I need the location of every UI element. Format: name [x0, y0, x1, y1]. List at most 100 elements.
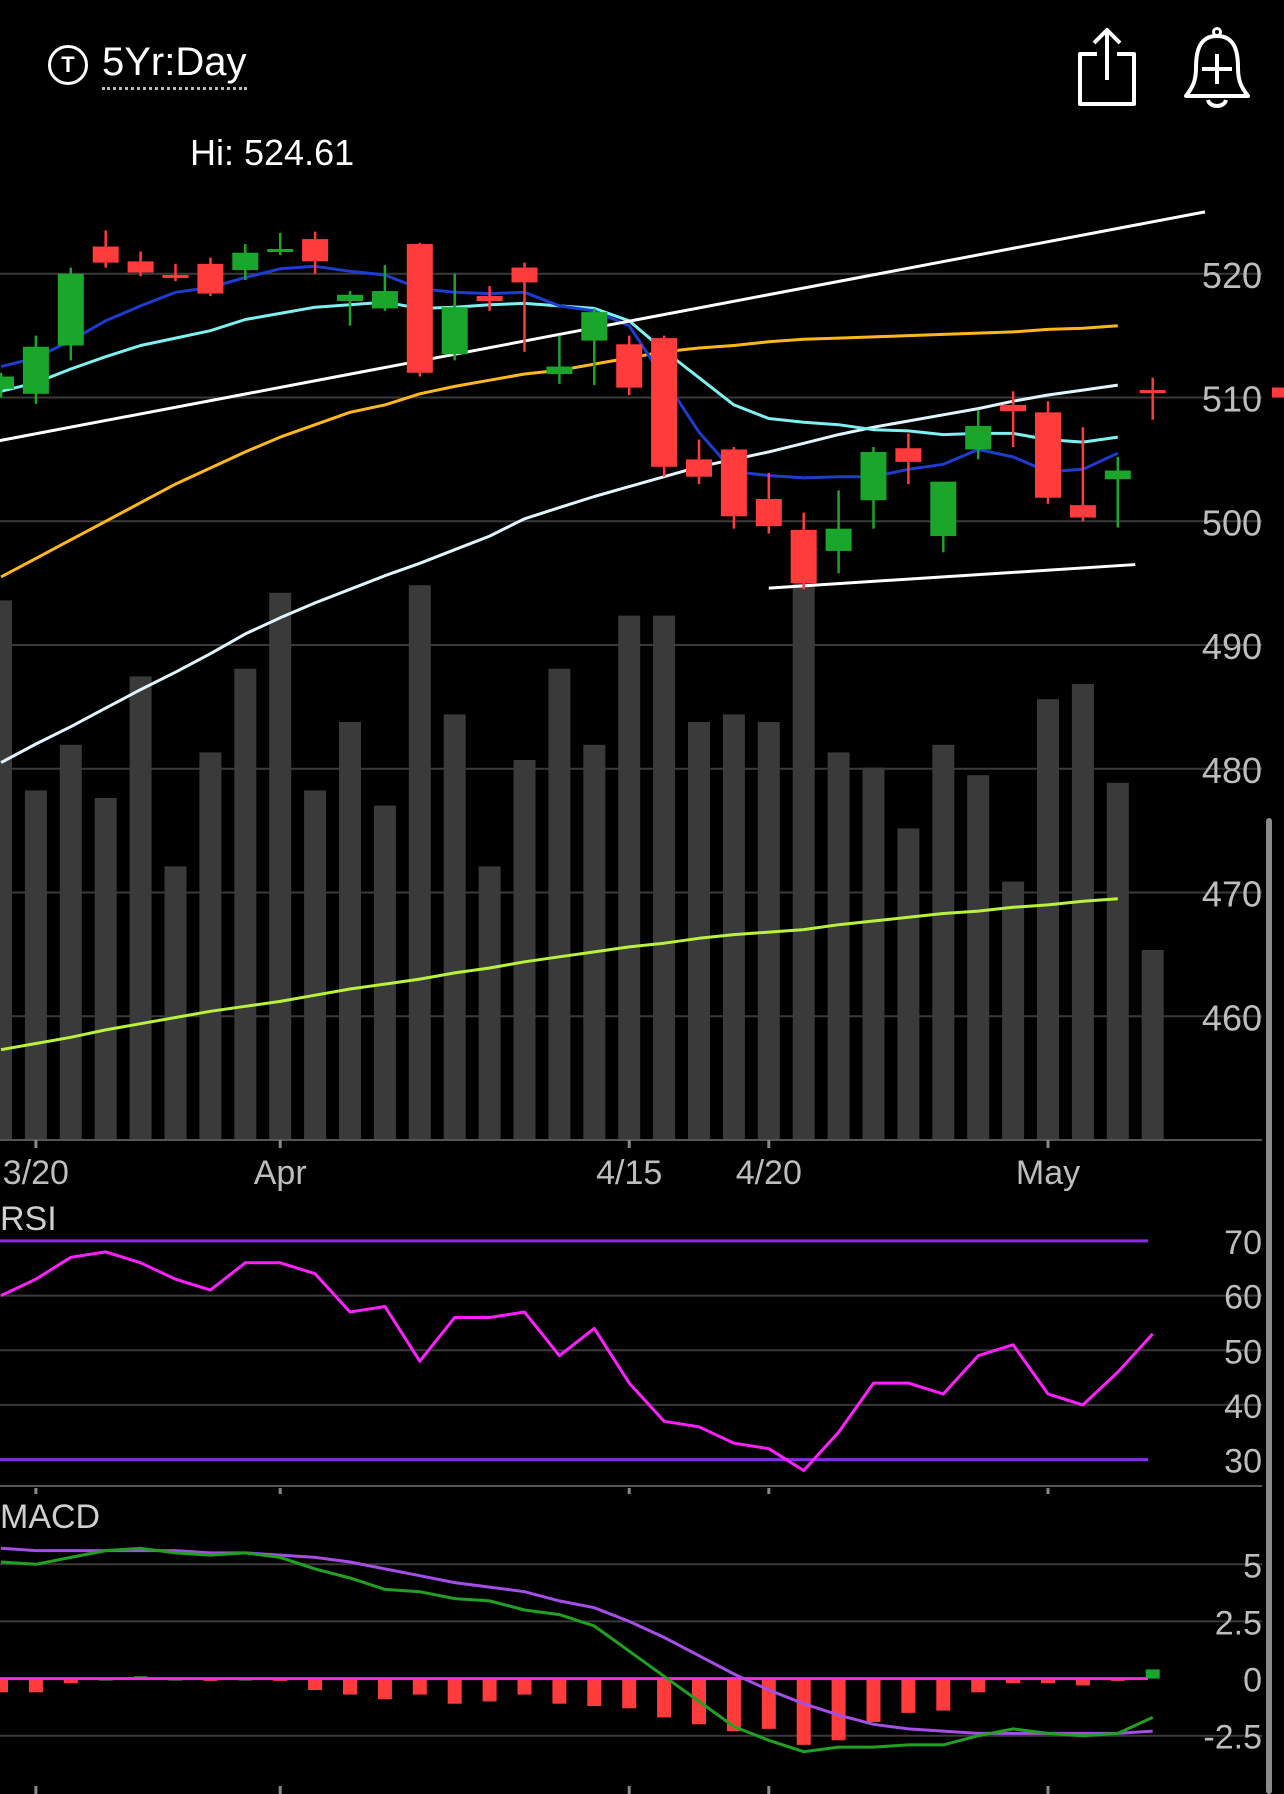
macd-histogram-bar	[1075, 1678, 1090, 1686]
volume-bar	[1037, 699, 1059, 1140]
rsi-tick-label: 60	[1224, 1279, 1262, 1317]
candle-up	[232, 252, 259, 271]
macd-histogram-bar	[377, 1678, 392, 1700]
macd-histogram-bar	[587, 1678, 602, 1706]
candle-down	[197, 263, 224, 294]
macd-histogram-bar	[0, 1678, 8, 1693]
price-tick-label: 500	[1202, 502, 1262, 543]
macd-histogram-bar	[726, 1678, 741, 1732]
candle-down	[686, 459, 712, 477]
price-tick-label: 490	[1202, 626, 1262, 667]
candle-up	[860, 451, 887, 501]
candle-up	[546, 366, 573, 374]
candle-down	[302, 239, 329, 262]
volume-bar	[792, 554, 815, 1140]
volume-bar	[269, 592, 292, 1140]
price-tick-label: 470	[1202, 874, 1262, 915]
x-tick-label: 4/20	[736, 1154, 802, 1192]
scrollbar-thumb[interactable]	[1266, 818, 1272, 1794]
volume-bar	[408, 585, 431, 1140]
macd-histogram-bar	[796, 1678, 811, 1745]
macd-histogram-bar	[1006, 1678, 1021, 1684]
macd-histogram-bar	[901, 1678, 916, 1713]
volume-bar	[59, 744, 82, 1140]
macd-title: MACD	[0, 1498, 100, 1536]
candle-down	[162, 274, 189, 278]
rsi-title: RSI	[0, 1200, 57, 1238]
macd-histogram-bar	[308, 1678, 323, 1690]
last-price-marker	[1272, 387, 1284, 398]
ma-green-line	[0, 897, 1118, 1052]
alert-button[interactable]	[1182, 26, 1252, 110]
macd-histogram-bar	[412, 1678, 427, 1695]
macd-histogram-bar	[28, 1678, 43, 1693]
candle-down	[1000, 404, 1027, 412]
volume-bar	[1141, 950, 1164, 1140]
volume-bar	[234, 668, 257, 1140]
candle-up	[1104, 470, 1131, 480]
share-button[interactable]	[1072, 26, 1142, 110]
volume-bar	[722, 714, 745, 1140]
macd-line	[0, 1546, 1154, 1754]
volume-bar	[1071, 684, 1094, 1140]
volume-bar	[478, 866, 501, 1140]
macd-signal-line	[0, 1546, 1153, 1735]
volume-bar	[653, 615, 676, 1140]
price-tick-label: 520	[1202, 255, 1262, 296]
rsi-tick-label: 50	[1224, 1333, 1262, 1371]
volume-bar	[513, 760, 536, 1140]
volume-bar	[199, 752, 222, 1140]
volume-bar	[583, 744, 606, 1140]
macd-histogram-bar	[971, 1678, 986, 1693]
timeframe-icon: T	[48, 45, 88, 85]
rsi-tick-label: 30	[1224, 1443, 1262, 1481]
macd-histogram-bar	[63, 1678, 78, 1684]
macd-tick-label: 5	[1243, 1547, 1262, 1585]
volume-bar	[339, 722, 361, 1140]
candle-down	[895, 448, 922, 462]
macd-histogram-bar	[1145, 1669, 1160, 1679]
x-tick-label: May	[1016, 1154, 1080, 1192]
price-tick-label: 510	[1202, 379, 1262, 420]
candle-down	[790, 529, 817, 584]
volume-bar	[618, 615, 641, 1140]
rsi-tick-label: 70	[1224, 1224, 1262, 1262]
volume-bar	[827, 752, 850, 1140]
candle-up	[965, 425, 992, 450]
candle-up	[441, 307, 468, 355]
range-selector[interactable]: T 5Yr:Day	[48, 40, 247, 90]
candle-up	[57, 273, 84, 346]
macd-histogram-bar	[657, 1678, 672, 1718]
macd-tick-label: -2.5	[1203, 1719, 1262, 1757]
volume-bar	[129, 676, 152, 1140]
candle-down	[1069, 505, 1096, 518]
candle-up	[0, 376, 14, 389]
chart-header: T 5Yr:Day Hi: 524.61	[0, 0, 1284, 173]
candle-down	[755, 498, 782, 527]
rsi-line	[0, 1250, 1154, 1472]
candle-down	[406, 244, 433, 373]
candle-down	[92, 246, 119, 263]
macd-histogram-bar	[831, 1678, 846, 1741]
ma-white-line	[0, 383, 1119, 764]
candle-down	[476, 296, 503, 301]
volume-bar	[24, 790, 47, 1140]
macd-histogram-bar	[1041, 1678, 1055, 1684]
volume-bar	[897, 828, 920, 1140]
candle-down	[1139, 390, 1166, 394]
volume-bar	[548, 668, 571, 1140]
macd-histogram-bar	[343, 1678, 357, 1695]
candle-up	[267, 249, 294, 252]
x-tick-label: 4/15	[596, 1154, 662, 1192]
price-tick-label: 480	[1202, 750, 1262, 791]
volume-bar	[0, 600, 12, 1140]
candle-up	[581, 312, 608, 341]
x-tick-label: Apr	[254, 1154, 307, 1192]
share-icon	[1078, 28, 1136, 106]
macd-histogram-bar	[866, 1678, 881, 1722]
candle-down	[720, 449, 747, 517]
price-tick-label: 460	[1202, 997, 1262, 1038]
volume-bar	[373, 805, 396, 1140]
range-label[interactable]: 5Yr:Day	[102, 40, 247, 90]
